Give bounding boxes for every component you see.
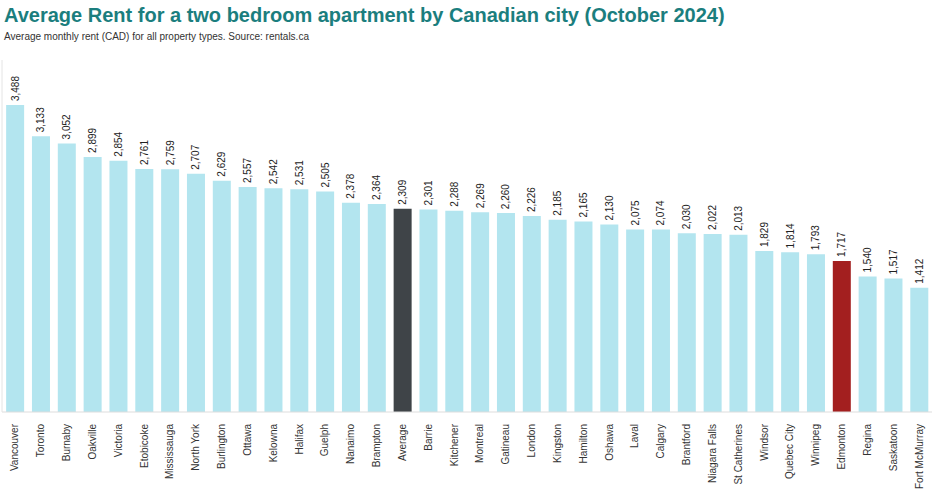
svg-text:Niagara Falls: Niagara Falls [707, 424, 718, 483]
svg-text:2,074: 2,074 [655, 200, 666, 225]
svg-text:2,165: 2,165 [578, 192, 589, 217]
svg-text:2,707: 2,707 [190, 144, 201, 169]
svg-text:2,269: 2,269 [475, 183, 486, 208]
svg-text:2,030: 2,030 [681, 204, 692, 229]
svg-text:Calgary: Calgary [655, 424, 666, 458]
svg-text:1,814: 1,814 [785, 223, 796, 248]
svg-text:Regina: Regina [862, 424, 873, 456]
svg-text:Victoria: Victoria [113, 424, 124, 458]
svg-text:1,412: 1,412 [914, 258, 925, 283]
svg-text:Etobicoke: Etobicoke [139, 424, 150, 468]
svg-text:Oshawa: Oshawa [604, 424, 615, 461]
svg-text:1,717: 1,717 [836, 231, 847, 256]
svg-text:Quebec City: Quebec City [784, 424, 795, 479]
svg-text:Barrie: Barrie [423, 424, 434, 451]
svg-text:Guelph: Guelph [319, 424, 330, 456]
svg-text:Kingston: Kingston [552, 424, 563, 463]
svg-text:Kitchener: Kitchener [449, 423, 460, 466]
svg-text:2,185: 2,185 [552, 190, 563, 215]
svg-text:1,517: 1,517 [888, 249, 899, 274]
svg-text:2,301: 2,301 [423, 180, 434, 205]
svg-text:2,226: 2,226 [526, 187, 537, 212]
svg-text:Gatineau: Gatineau [500, 424, 511, 465]
svg-text:2,854: 2,854 [113, 131, 124, 156]
svg-text:3,488: 3,488 [10, 76, 21, 101]
svg-text:2,542: 2,542 [268, 159, 279, 184]
svg-text:3,052: 3,052 [61, 114, 72, 139]
svg-text:2,309: 2,309 [397, 179, 408, 204]
svg-text:2,288: 2,288 [449, 181, 460, 206]
svg-text:3,133: 3,133 [35, 107, 46, 132]
svg-text:Kelowna: Kelowna [268, 424, 279, 463]
html-text:Average monthly rent (CAD) for: Average monthly rent (CAD) for all prope… [4, 31, 309, 42]
svg-text:Toronto: Toronto [35, 424, 46, 458]
svg-text:Edmonton: Edmonton [836, 424, 847, 470]
svg-text:Burlington: Burlington [216, 424, 227, 469]
svg-text:Mississauga: Mississauga [164, 424, 175, 479]
svg-text:2,899: 2,899 [87, 127, 98, 152]
svg-text:Burnaby: Burnaby [61, 424, 72, 461]
svg-text:2,629: 2,629 [216, 151, 227, 176]
svg-text:2,260: 2,260 [500, 184, 511, 209]
svg-text:Fort McMurray: Fort McMurray [914, 424, 925, 489]
svg-text:2,761: 2,761 [139, 140, 150, 165]
svg-text:North York: North York [190, 423, 201, 471]
svg-text:Ottawa: Ottawa [242, 424, 253, 456]
svg-text:Average: Average [397, 424, 408, 462]
svg-text:2,378: 2,378 [345, 173, 356, 198]
svg-text:2,505: 2,505 [320, 162, 331, 187]
svg-text:2,022: 2,022 [707, 205, 718, 230]
svg-text:Nanaimo: Nanaimo [345, 424, 356, 464]
svg-text:2,130: 2,130 [604, 195, 615, 220]
svg-text:Montreal: Montreal [474, 424, 485, 463]
svg-text:London: London [526, 424, 537, 457]
svg-text:2,531: 2,531 [294, 160, 305, 185]
svg-text:Hamilton: Hamilton [578, 424, 589, 463]
svg-text:1,793: 1,793 [810, 225, 821, 250]
svg-text:Laval: Laval [629, 424, 640, 448]
svg-text:2,075: 2,075 [630, 200, 641, 225]
svg-text:Saskatoon: Saskatoon [888, 424, 899, 471]
svg-text:Winnipeg: Winnipeg [810, 424, 821, 466]
svg-text:Oakville: Oakville [87, 424, 98, 460]
svg-text:1,540: 1,540 [862, 247, 873, 272]
svg-text:2,759: 2,759 [165, 140, 176, 165]
svg-text:2,013: 2,013 [733, 205, 744, 230]
svg-text:Vancouver: Vancouver [9, 423, 20, 471]
svg-text:2,557: 2,557 [242, 158, 253, 183]
svg-text:Brampton: Brampton [371, 424, 382, 467]
svg-text:St Catherines: St Catherines [733, 424, 744, 485]
svg-text:2,364: 2,364 [371, 175, 382, 200]
svg-text:Halifax: Halifax [294, 424, 305, 455]
html-text:Average Rent for a two bedroom: Average Rent for a two bedroom apartment… [4, 4, 725, 26]
svg-text:Brantford: Brantford [681, 424, 692, 465]
svg-text:Windsor: Windsor [759, 423, 770, 460]
svg-text:1,829: 1,829 [759, 222, 770, 247]
